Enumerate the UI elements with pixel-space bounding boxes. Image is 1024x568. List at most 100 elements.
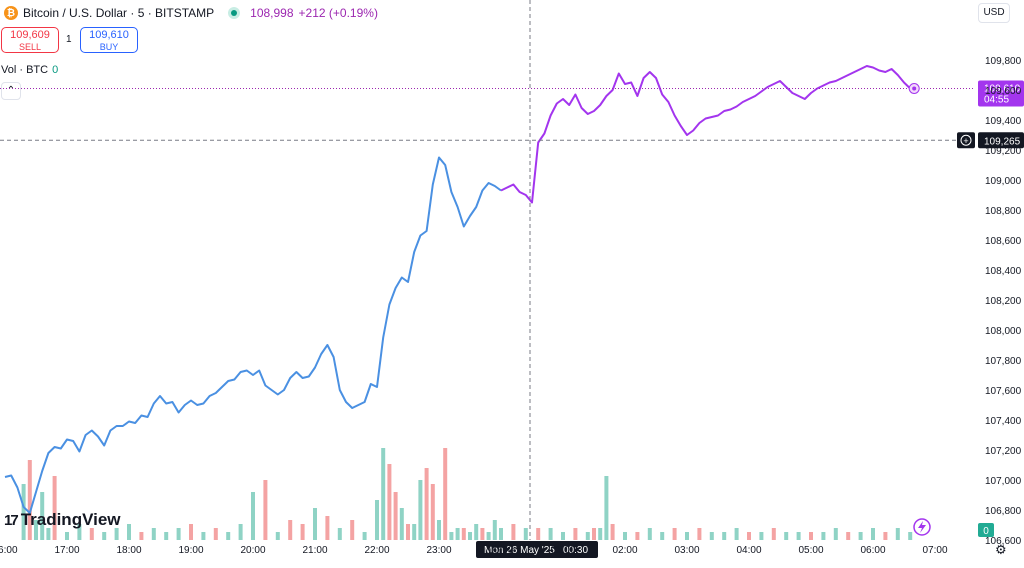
y-tick-label: 107,800 — [985, 356, 1022, 367]
volume-axis-value: 0 — [983, 526, 989, 537]
volume-bar — [406, 524, 410, 540]
volume-bar — [263, 480, 268, 540]
volume-bar — [759, 532, 764, 540]
volume-bar — [251, 492, 255, 540]
volume-bar — [65, 532, 69, 540]
spread-value: 1 — [66, 34, 72, 45]
symbol-title[interactable]: Bitcoin / U.S. Dollar · 5 · BITSTAMP — [23, 6, 215, 20]
volume-bar — [784, 532, 789, 540]
price-line-recent — [500, 65, 911, 204]
volume-bar — [288, 520, 293, 540]
volume-bar — [858, 532, 863, 540]
volume-legend[interactable]: Vol · BTC 0 — [1, 64, 58, 76]
volume-axis-badge — [978, 523, 994, 537]
volume-bar — [722, 532, 727, 540]
volume-bar — [151, 528, 156, 540]
y-tick-label: 107,200 — [985, 446, 1022, 457]
volume-value: 0 — [52, 64, 59, 76]
volume-bar — [412, 524, 417, 540]
buy-label: BUY — [99, 42, 119, 52]
volume-bar — [350, 520, 355, 540]
volume-bar — [127, 524, 131, 540]
y-tick-label: 106,600 — [985, 536, 1022, 547]
collapse-legend-button[interactable]: ⌃ — [1, 82, 21, 100]
plus-glyph: + — [963, 136, 968, 146]
x-tick-label: 04:00 — [736, 545, 761, 556]
crosshair-price-label: 109,265 — [984, 136, 1021, 147]
volume-bar — [424, 468, 429, 540]
currency-button[interactable]: USD — [978, 3, 1010, 23]
volume-bar — [685, 532, 689, 540]
volume-bar — [697, 528, 702, 540]
last-point-dot — [912, 86, 917, 91]
volume-bar — [430, 484, 435, 540]
volume-bar — [492, 520, 497, 540]
crosshair-time-label: Mon 26 May '25 — [484, 545, 555, 556]
y-tick-label: 108,800 — [985, 206, 1022, 217]
volume-bar — [499, 528, 503, 540]
chevron-up-icon: ⌃ — [6, 85, 16, 96]
y-tick-label: 107,400 — [985, 416, 1022, 427]
y-tick-label: 109,600 — [985, 86, 1022, 97]
volume-bar — [809, 532, 813, 540]
volume-bar — [34, 520, 38, 540]
price-change: +212 (+0.19%) — [298, 6, 378, 20]
tradingview-logo[interactable]: 17 TradingView — [4, 510, 121, 530]
sell-button[interactable]: 109,609 SELL — [1, 27, 59, 53]
volume-bar — [313, 508, 317, 540]
volume-bar — [176, 528, 181, 540]
volume-bar — [238, 524, 243, 540]
volume-bar — [604, 476, 609, 540]
volume-label: Vol · BTC — [1, 64, 49, 76]
crosshair-price-bg — [978, 132, 1024, 149]
volume-bar — [883, 532, 888, 540]
x-tick-label: 22:00 — [364, 545, 389, 556]
volume-bar — [362, 532, 367, 540]
volume-bar — [623, 532, 627, 540]
volume-bar — [474, 524, 479, 540]
volume-bar — [102, 532, 107, 540]
add-alert-button[interactable] — [957, 132, 975, 149]
brand-name: TradingView — [20, 510, 121, 529]
volume-bar — [226, 532, 231, 540]
x-tick-label: 20:00 — [240, 545, 265, 556]
volume-bar — [561, 532, 565, 540]
volume-bar — [635, 532, 640, 540]
volume-bar — [300, 524, 305, 540]
price-tag-bg — [978, 80, 1024, 107]
y-tick-label: 106,800 — [985, 506, 1022, 517]
volume-bar — [461, 528, 466, 540]
x-tick-label: 16:00 — [0, 545, 18, 556]
gear-icon[interactable]: ⚙ — [995, 542, 1007, 557]
volume-bar — [387, 464, 392, 540]
volume-bar — [523, 528, 528, 540]
volume-bar — [647, 528, 652, 540]
lightning-bolt — [918, 521, 926, 533]
price-tag-value: 109,610 — [984, 84, 1021, 95]
volume-bar — [660, 532, 665, 540]
volume-bar — [821, 532, 826, 540]
buy-button[interactable]: 109,610 BUY — [80, 27, 138, 53]
volume-bar — [40, 492, 45, 540]
volume-bar — [709, 532, 714, 540]
volume-bar — [486, 532, 491, 540]
volume-bar — [846, 532, 851, 540]
volume-bar — [337, 528, 342, 540]
volume-bar — [598, 528, 603, 540]
volume-bar — [511, 524, 516, 540]
volume-bar — [89, 528, 94, 540]
volume-bar — [52, 476, 57, 540]
volume-bar — [375, 500, 379, 540]
y-tick-label: 109,000 — [985, 176, 1022, 187]
volume-bar — [796, 532, 801, 540]
volume-bar — [21, 484, 26, 540]
volume-bar — [536, 528, 541, 540]
x-tick-label: 18:00 — [116, 545, 141, 556]
last-price: 108,998 — [250, 6, 294, 20]
symbol-header: ₿ Bitcoin / U.S. Dollar · 5 · BITSTAMP 1… — [0, 0, 378, 26]
volume-bar — [27, 460, 32, 540]
volume-bar — [418, 480, 423, 540]
volume-bar — [747, 532, 751, 540]
volume-bar — [164, 532, 169, 540]
